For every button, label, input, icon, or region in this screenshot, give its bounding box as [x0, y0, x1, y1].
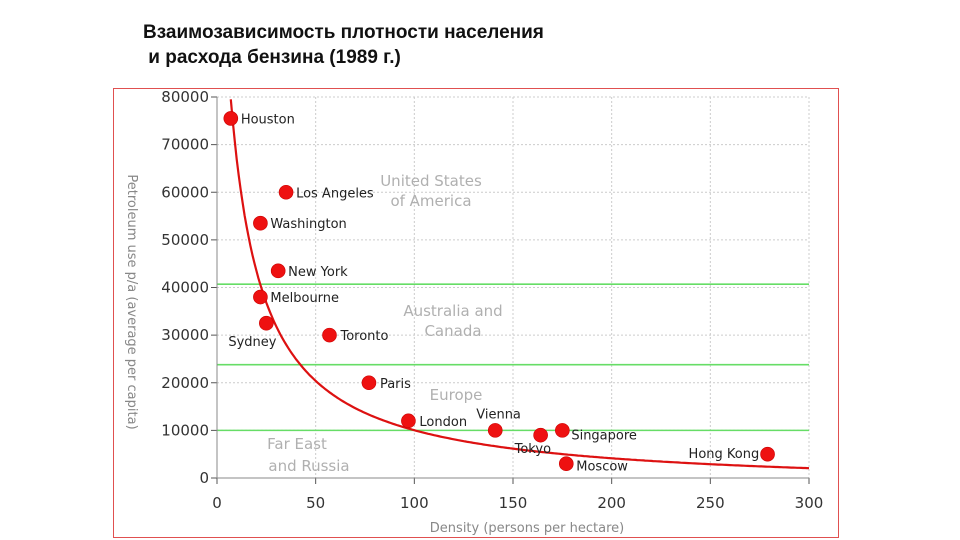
point-label-tokyo: Tokyo	[514, 442, 551, 457]
data-point-toronto	[322, 327, 337, 343]
y-axis-label: Petroleum use p/a (average per capita)	[124, 174, 139, 429]
region-label-aus-1: Australia and	[403, 302, 502, 320]
y-tick-label: 30000	[161, 326, 209, 344]
x-tick-label: 150	[499, 494, 528, 512]
region-label-fareast-1: Far East	[267, 435, 327, 453]
title-line-2: и расхода бензина (1989 г.)	[143, 47, 401, 68]
point-label-moscow: Moscow	[576, 460, 628, 475]
point-label-houston: Houston	[241, 112, 295, 127]
x-tick-label: 250	[696, 494, 725, 512]
region-label-aus-2: Canada	[424, 322, 481, 340]
chart-frame	[113, 88, 839, 538]
data-point-vienna	[487, 423, 503, 438]
data-point-houston	[223, 111, 239, 126]
point-labels: Houston Los Angeles Washington New York Melb…	[228, 112, 759, 474]
y-tick-label: 10000	[161, 421, 209, 439]
data-points	[223, 111, 775, 472]
axes: 0 50 100 150 200 250 300 0 10000 20000 30000 40000 5…	[161, 88, 823, 512]
y-tick-label: 20000	[161, 374, 209, 392]
trend-curve	[229, 99, 810, 470]
data-point-melbourne	[253, 289, 268, 305]
y-tick-label: 50000	[161, 231, 209, 249]
point-label-new-york: New York	[288, 265, 348, 280]
data-point-sydney	[259, 315, 274, 331]
page-title: Взаимозависимость плотности населения и …	[143, 20, 544, 70]
point-label-hong-kong: Hong Kong	[689, 447, 760, 462]
y-tick-label: 80000	[161, 88, 209, 106]
x-tick-label: 100	[400, 494, 429, 512]
point-label-sydney: Sydney	[228, 335, 276, 350]
y-tick-label: 0	[199, 469, 209, 487]
point-label-singapore: Singapore	[571, 428, 637, 443]
y-tick-label: 70000	[161, 136, 209, 154]
point-label-london: London	[419, 415, 467, 430]
region-bands	[217, 283, 809, 432]
data-point-paris	[361, 375, 377, 391]
data-point-hong-kong	[760, 446, 775, 462]
point-label-melbourne: Melbourne	[270, 291, 339, 306]
x-tick-label: 0	[212, 494, 222, 512]
y-tick-label: 60000	[161, 183, 209, 201]
data-point-singapore	[555, 423, 570, 438]
region-label-fareast-2: and Russia	[268, 457, 349, 475]
region-label-europe: Europe	[430, 386, 483, 404]
data-point-moscow	[558, 456, 574, 472]
point-label-washington: Washington	[270, 217, 346, 232]
point-label-toronto: Toronto	[339, 329, 388, 344]
x-tick-label: 50	[306, 494, 325, 512]
data-point-los-angeles	[278, 184, 294, 200]
x-tick-label: 300	[795, 494, 824, 512]
region-labels: United States of America Australia and C…	[267, 172, 503, 475]
region-label-usa-1: United States	[380, 172, 482, 190]
point-label-los-angeles: Los Angeles	[296, 186, 374, 201]
data-point-tokyo	[533, 427, 548, 443]
title-line-1: Взаимозависимость плотности населения	[143, 22, 544, 43]
x-axis-label: Density (persons per hectare)	[430, 521, 624, 536]
data-point-london	[401, 413, 416, 429]
x-tick-label: 200	[597, 494, 626, 512]
point-label-vienna: Vienna	[476, 407, 521, 422]
data-point-washington	[253, 215, 268, 231]
region-label-usa-2: of America	[390, 192, 471, 210]
data-point-new-york	[270, 263, 286, 279]
y-tick-label: 40000	[161, 279, 209, 297]
point-label-paris: Paris	[380, 377, 411, 392]
